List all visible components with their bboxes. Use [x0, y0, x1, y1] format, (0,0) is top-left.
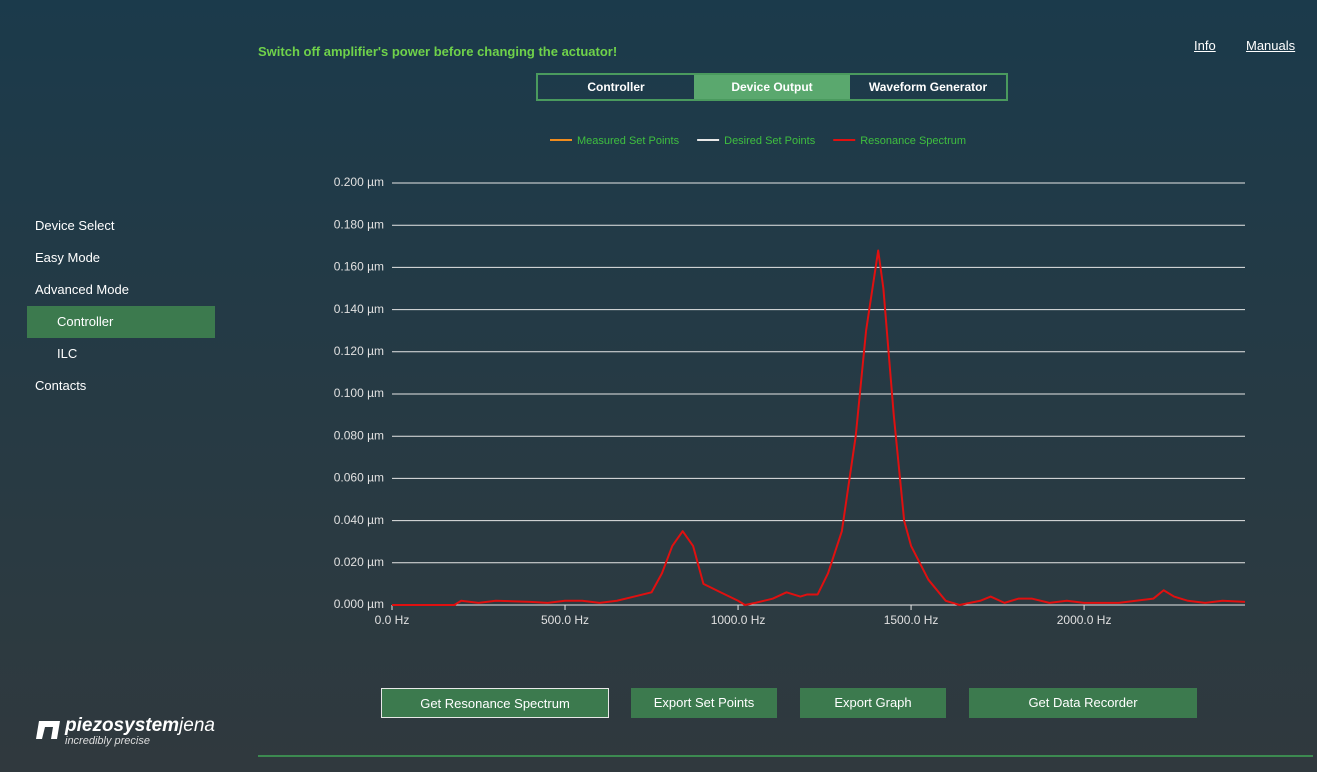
- series-line: [392, 249, 1246, 606]
- tab-active[interactable]: Device Output: [694, 75, 850, 99]
- info-link[interactable]: Info: [1194, 38, 1216, 53]
- footer-line: [258, 755, 1313, 757]
- y-tick-label: 0.200 µm: [334, 175, 384, 189]
- y-tick-label: 0.160 µm: [334, 260, 384, 274]
- y-tick-label: 0.180 µm: [334, 217, 384, 231]
- y-tick-label: 0.040 µm: [334, 513, 384, 527]
- x-tick-label: 1500.0 Hz: [884, 613, 939, 627]
- button[interactable]: Export Graph: [800, 688, 946, 718]
- logo-icon: [36, 721, 60, 739]
- button[interactable]: Get Resonance Spectrum: [381, 688, 609, 718]
- nav-item[interactable]: Advanced Mode: [35, 282, 129, 297]
- nav-item[interactable]: Device Select: [35, 218, 115, 233]
- logo-suffix: jena: [179, 715, 215, 736]
- nav-item[interactable]: Easy Mode: [35, 250, 101, 265]
- legend-label: Desired Set Points: [724, 135, 816, 147]
- y-tick-label: 0.060 µm: [334, 471, 384, 485]
- manuals-link[interactable]: Manuals: [1246, 38, 1296, 53]
- tab-bar: [536, 73, 1008, 101]
- button[interactable]: Get Data Recorder: [969, 688, 1197, 718]
- y-tick-label: 0.000 µm: [334, 597, 384, 611]
- tab[interactable]: Waveform Generator: [868, 80, 988, 94]
- y-tick-label: 0.120 µm: [334, 344, 384, 358]
- logo-tagline: incredibly precise: [65, 735, 150, 747]
- chart: 0.000 µm 0.020 µm 0.040 µm 0.060 µm 0.080 µm…: [334, 135, 1246, 627]
- tab[interactable]: Controller: [587, 80, 645, 94]
- nav-item[interactable]: Contacts: [35, 378, 87, 393]
- button[interactable]: Export Set Points: [631, 688, 777, 718]
- y-tick-label: 0.140 µm: [334, 302, 384, 316]
- x-tick-label: 2000.0 Hz: [1057, 613, 1112, 627]
- y-tick-label: 0.080 µm: [334, 428, 384, 442]
- logo-name: piezosystem: [65, 715, 180, 736]
- nav-item[interactable]: ILC: [57, 346, 78, 361]
- y-tick-label: 0.020 µm: [334, 555, 384, 569]
- nav-item-active[interactable]: Controller: [27, 306, 215, 338]
- x-tick-label: 500.0 Hz: [541, 613, 589, 627]
- legend-label: Resonance Spectrum: [860, 135, 966, 147]
- legend-label: Measured Set Points: [577, 135, 680, 147]
- warning: Switch off amplifier's power before chan…: [258, 44, 618, 59]
- x-tick-label: 0.0 Hz: [375, 613, 410, 627]
- x-tick-label: 1000.0 Hz: [711, 613, 766, 627]
- y-tick-label: 0.100 µm: [334, 386, 384, 400]
